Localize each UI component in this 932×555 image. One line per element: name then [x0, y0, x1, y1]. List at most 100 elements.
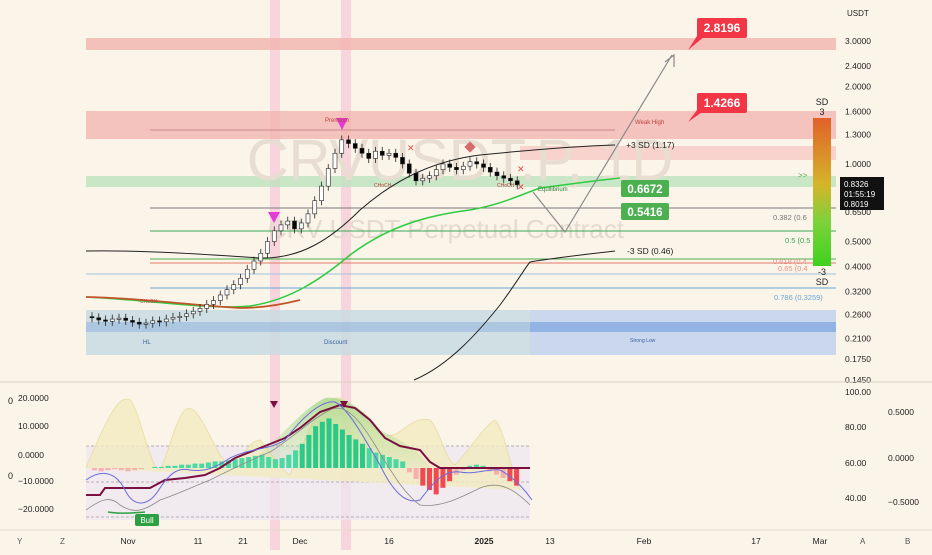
- osc-left-tick: −10.0000: [18, 476, 54, 486]
- time-tick: 16: [384, 536, 394, 546]
- upper-band: [85, 144, 616, 259]
- candle-bull: [116, 317, 122, 320]
- supply-zone-minor: [520, 146, 836, 160]
- last-price-tag: 0.8326 01:55:19 0.8019: [840, 177, 884, 210]
- fib-0618-label: 0.618 (0.4: [773, 257, 807, 266]
- histogram-bar: [212, 461, 218, 468]
- supply-zone-top: [86, 38, 836, 50]
- sd-top-num: 3: [819, 107, 824, 117]
- price-tick: 1.6000: [845, 106, 871, 116]
- candle-bear: [501, 175, 507, 179]
- candle-bear: [487, 167, 493, 173]
- candle-bull: [197, 308, 203, 312]
- sell-signal-marker-2: [268, 212, 280, 223]
- svg-text:2.8196: 2.8196: [704, 21, 741, 35]
- histogram-bar: [366, 448, 372, 468]
- candle-bull: [244, 268, 250, 279]
- time-tick: 13: [545, 536, 555, 546]
- scale-button-b[interactable]: B: [905, 537, 910, 546]
- demand-zone-green: [86, 176, 836, 187]
- scale-button-z[interactable]: Z: [60, 537, 65, 546]
- time-tick: Nov: [120, 536, 136, 546]
- candle-bull: [184, 313, 189, 317]
- histogram-bar: [159, 466, 164, 468]
- price-axis[interactable]: 3.0000 2.4000 2.0000 1.6000 1.3000 1.0000 0.65…: [845, 36, 871, 385]
- candle-bull: [211, 300, 216, 305]
- price-tick: 0.2100: [845, 334, 871, 344]
- histogram-bar: [360, 443, 365, 468]
- histogram-bar: [219, 461, 225, 468]
- histogram-bar: [306, 435, 312, 468]
- candle-bull: [440, 163, 446, 170]
- histogram-bar: [179, 464, 185, 468]
- svg-text:0: 0: [8, 396, 13, 406]
- candle-bear: [406, 163, 412, 174]
- strong-low-label: Strong Low: [630, 338, 656, 344]
- time-axis[interactable]: Nov 11 21 Dec 16 2025 13 Feb 17 Mar: [120, 536, 827, 546]
- premium-label: Premium: [325, 118, 349, 124]
- subtitle-watermark: CRV USDT Perpetual Contract: [268, 214, 625, 244]
- histogram-bar: [132, 468, 138, 471]
- histogram-bar: [339, 429, 345, 468]
- histogram-bar: [494, 468, 499, 475]
- candle-bull: [251, 260, 257, 270]
- candle-bear: [96, 317, 102, 321]
- candle-bull: [217, 294, 223, 301]
- histogram-bar: [353, 439, 359, 468]
- oscillator-right-axis: 0.5000 0.0000 −0.5000: [888, 407, 919, 507]
- oscillator-mid-axis: 100.00 80.00 60.00 40.00: [845, 387, 871, 503]
- scale-button-y[interactable]: Y: [17, 537, 23, 546]
- order-block: [86, 322, 836, 332]
- candle-bull: [319, 185, 324, 201]
- svg-text:✕: ✕: [407, 143, 415, 153]
- price-tick: 0.6500: [845, 207, 871, 217]
- histogram-bar: [299, 443, 305, 468]
- candle-bull: [427, 175, 432, 179]
- svg-text:0.5416: 0.5416: [627, 207, 662, 219]
- candle-bull: [420, 177, 426, 182]
- candle-bear: [400, 157, 405, 165]
- osc-mid-tick: 100.00: [845, 387, 871, 397]
- target-1-4266: 1.4266: [688, 93, 747, 122]
- histogram-bar: [406, 468, 412, 473]
- projection-path: [532, 54, 673, 234]
- histogram-bar: [373, 452, 379, 468]
- candle-bull: [204, 304, 210, 309]
- histogram-bar: [92, 468, 97, 471]
- time-tick: 17: [751, 536, 761, 546]
- target-2-8196: 2.8196: [688, 18, 747, 50]
- histogram-bar: [205, 462, 211, 468]
- candle-bear: [123, 317, 129, 321]
- candle-bull: [305, 213, 311, 224]
- candle-bull: [170, 316, 176, 320]
- candle-bull: [460, 165, 466, 170]
- candle-bull: [143, 322, 149, 325]
- osc-right-tick: 0.0000: [888, 453, 914, 463]
- scale-button-a[interactable]: A: [860, 537, 866, 546]
- price-tick: 0.5000: [845, 236, 871, 246]
- histogram-bar: [400, 461, 406, 468]
- candle-bear: [136, 321, 142, 325]
- minus3-sd-label: -3 SD (0.46): [627, 246, 673, 256]
- oscillator-left-axis: 20.0000 10.0000 0.0000 −10.0000 −20.0000: [18, 393, 54, 514]
- candle-bull: [467, 161, 473, 167]
- histogram-bar: [346, 435, 352, 468]
- price-tick: 0.1450: [845, 375, 871, 385]
- svg-text:0.6672: 0.6672: [627, 184, 662, 196]
- osc-left-tick: 10.0000: [18, 421, 49, 431]
- candle-bull: [325, 168, 331, 187]
- svg-text:01:55:19: 01:55:19: [844, 190, 876, 199]
- time-tick: 11: [194, 536, 203, 546]
- osc-mid-tick: 80.00: [845, 422, 867, 432]
- histogram-bar: [125, 468, 131, 472]
- plus3-sd-label: +3 SD (1.17): [626, 140, 675, 150]
- price-tick: 2.0000: [845, 81, 871, 91]
- svg-text:1.4266: 1.4266: [704, 96, 741, 110]
- histogram-bar: [507, 468, 513, 482]
- price-tick: 0.1750: [845, 354, 871, 364]
- candle-bull: [373, 150, 378, 159]
- histogram-bar: [413, 468, 419, 479]
- weak-high-label: Weak High: [635, 120, 664, 126]
- diamond-marker: [464, 141, 476, 153]
